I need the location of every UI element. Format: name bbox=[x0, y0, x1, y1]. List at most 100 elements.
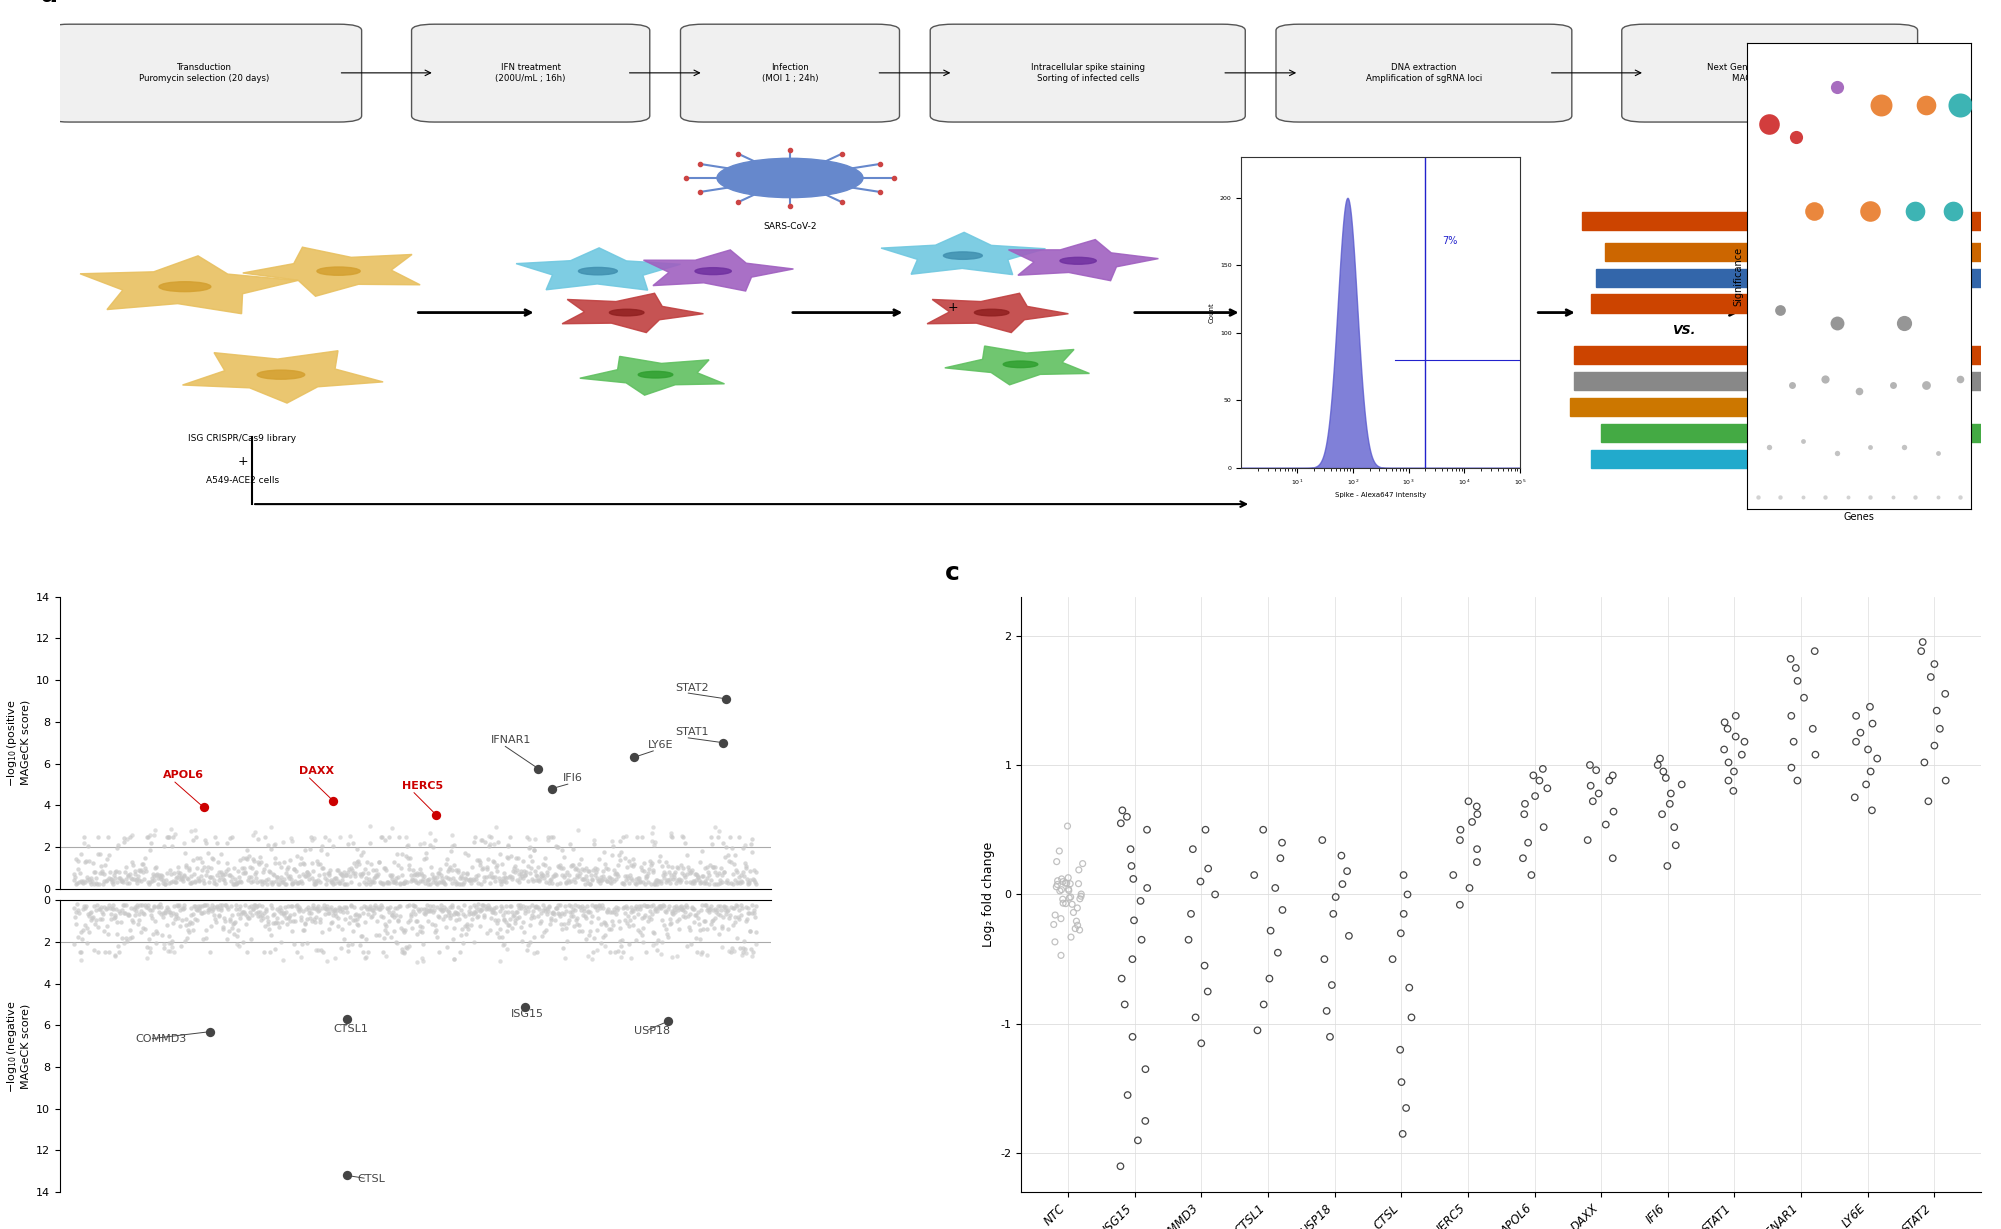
Ellipse shape bbox=[610, 310, 644, 316]
Point bbox=[738, 860, 770, 880]
Point bbox=[252, 836, 284, 855]
Point bbox=[1239, 865, 1271, 885]
Point bbox=[1725, 745, 1757, 764]
Point bbox=[106, 870, 138, 890]
Point bbox=[374, 865, 406, 885]
Point bbox=[692, 874, 724, 893]
Point bbox=[1597, 766, 1629, 785]
Point bbox=[1263, 943, 1295, 962]
Point bbox=[548, 866, 580, 886]
Point bbox=[464, 874, 496, 893]
Point bbox=[198, 849, 230, 869]
Point bbox=[266, 950, 298, 970]
Point bbox=[260, 871, 292, 891]
Point bbox=[198, 897, 230, 917]
Point bbox=[622, 903, 654, 923]
Point bbox=[96, 900, 128, 919]
Point bbox=[512, 871, 544, 891]
Point bbox=[140, 922, 172, 941]
Point bbox=[248, 873, 280, 892]
Point bbox=[596, 869, 628, 889]
Point bbox=[696, 857, 728, 876]
Point bbox=[696, 913, 728, 933]
Point bbox=[64, 943, 96, 962]
Point bbox=[728, 932, 760, 951]
Point bbox=[678, 864, 710, 884]
Point bbox=[382, 911, 414, 930]
Point bbox=[522, 858, 554, 878]
Point bbox=[234, 857, 266, 876]
Point bbox=[202, 897, 234, 917]
Point bbox=[1387, 905, 1419, 924]
Point bbox=[594, 943, 626, 962]
Point bbox=[176, 905, 208, 924]
Point bbox=[74, 903, 106, 923]
Point bbox=[246, 896, 278, 916]
Point bbox=[376, 873, 408, 892]
Point bbox=[1713, 752, 1745, 772]
Point bbox=[478, 909, 510, 929]
Point bbox=[372, 911, 404, 930]
Point bbox=[86, 863, 118, 882]
Point bbox=[482, 832, 514, 852]
Point bbox=[378, 873, 410, 892]
Point bbox=[622, 869, 654, 889]
Point bbox=[234, 929, 266, 949]
Point bbox=[260, 913, 292, 933]
Text: DNA extraction
Amplification of sgRNA loci: DNA extraction Amplification of sgRNA lo… bbox=[1367, 63, 1483, 82]
Point bbox=[668, 902, 700, 922]
Point bbox=[266, 903, 298, 923]
Point bbox=[704, 905, 736, 924]
Point bbox=[582, 849, 614, 869]
Point bbox=[660, 896, 692, 916]
Point bbox=[1527, 760, 1559, 779]
Point bbox=[1255, 921, 1287, 940]
Point bbox=[540, 898, 572, 918]
Point bbox=[708, 862, 740, 881]
Point bbox=[678, 874, 710, 893]
Point bbox=[294, 903, 326, 923]
Point bbox=[640, 874, 672, 893]
Point bbox=[514, 859, 546, 879]
Point bbox=[182, 848, 214, 868]
Point bbox=[540, 898, 572, 918]
Point bbox=[330, 865, 362, 885]
Point bbox=[78, 874, 110, 893]
Point bbox=[620, 900, 652, 919]
Point bbox=[714, 897, 746, 917]
Point bbox=[242, 902, 274, 922]
Point bbox=[144, 902, 176, 922]
Point bbox=[638, 923, 670, 943]
Point bbox=[202, 870, 234, 890]
Point bbox=[1043, 871, 1075, 891]
Point bbox=[260, 912, 292, 932]
Point bbox=[422, 863, 454, 882]
Point bbox=[212, 833, 244, 853]
Point bbox=[316, 874, 348, 893]
Point bbox=[400, 896, 432, 916]
Point bbox=[612, 906, 644, 925]
Point bbox=[234, 902, 266, 922]
Point bbox=[728, 834, 760, 854]
Point bbox=[428, 909, 460, 929]
Point bbox=[566, 896, 598, 916]
Point bbox=[68, 921, 100, 940]
Point bbox=[738, 903, 770, 923]
Point bbox=[734, 922, 766, 941]
Point bbox=[516, 852, 548, 871]
Point bbox=[238, 896, 270, 916]
Point bbox=[484, 919, 516, 939]
Point bbox=[316, 870, 348, 890]
Point bbox=[496, 868, 528, 887]
Point bbox=[100, 907, 132, 927]
Point bbox=[140, 865, 172, 885]
Point bbox=[74, 869, 106, 889]
Point bbox=[278, 859, 310, 879]
Point bbox=[172, 921, 204, 940]
Point bbox=[718, 898, 750, 918]
Point bbox=[416, 914, 448, 934]
Point bbox=[558, 859, 590, 879]
Polygon shape bbox=[182, 350, 382, 403]
Point bbox=[1597, 801, 1629, 821]
Point bbox=[306, 836, 338, 855]
